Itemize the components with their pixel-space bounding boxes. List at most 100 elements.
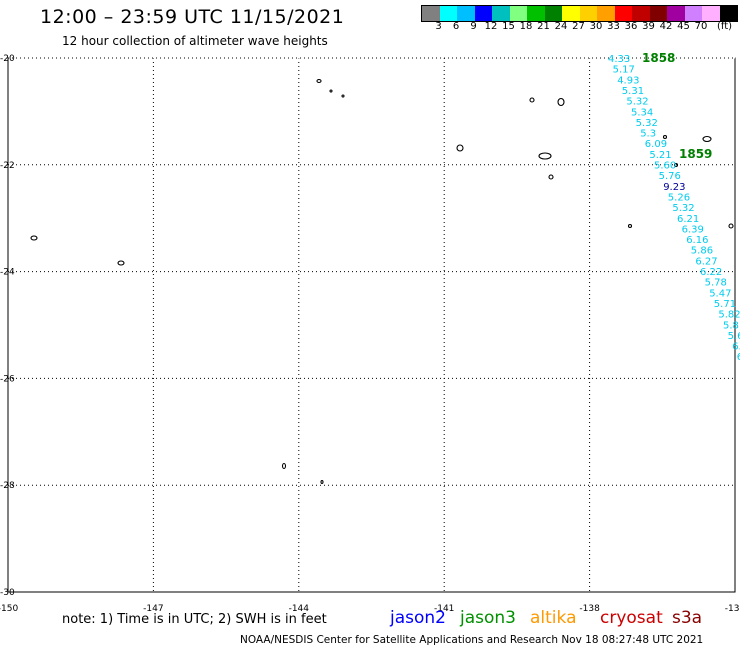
colorbar-swatch [509, 6, 527, 21]
swh-value: 4.33 [608, 54, 630, 65]
colorbar-swatch [492, 6, 510, 21]
y-tick-label: -22 [0, 161, 15, 171]
colorbar-label: 21 [537, 21, 550, 32]
island-outline [557, 97, 565, 107]
colorbar-swatch [562, 6, 580, 21]
swh-value: 5.32 [626, 97, 648, 108]
island-outline [627, 223, 633, 229]
colorbar-label: 24 [554, 21, 568, 32]
colorbar-label: 39 [642, 21, 655, 32]
y-tick-label: -20 [0, 54, 15, 64]
colorbar-swatch [614, 6, 632, 21]
colorbar-label: 45 [677, 21, 690, 32]
colorbar-label: 30 [589, 21, 603, 32]
island-outline [30, 235, 38, 241]
credit-line: NOAA/NESDIS Center for Satellite Applica… [240, 634, 704, 646]
island-outline [702, 135, 712, 143]
page-subtitle: 12 hour collection of altimeter wave hei… [62, 34, 328, 48]
colorbar-label: 15 [502, 21, 515, 32]
swh-value: 5.31 [622, 86, 644, 97]
swh-value: 4.93 [617, 75, 639, 86]
island-outline [316, 78, 322, 84]
colorbar-swatch [544, 6, 562, 21]
island-outline [320, 479, 324, 485]
swh-value: 5.62 [728, 331, 740, 342]
plot-frame [7, 57, 736, 593]
swh-value: 5.81 [723, 320, 740, 331]
legend-jason2: jason2 [390, 608, 446, 628]
swh-value: 6.0 [737, 352, 740, 363]
swh-value: 5.3 [640, 129, 656, 140]
legend-s3a: s3a [672, 608, 703, 628]
swh-value: 6.09 [645, 139, 667, 150]
island-outline [673, 162, 679, 168]
colorbar-label: 18 [519, 21, 533, 32]
y-tick-label: -28 [0, 481, 15, 491]
island-outline [662, 134, 668, 140]
colorbar-swatch [579, 6, 597, 21]
island-outline [728, 223, 734, 229]
colorbar-label: 9 [470, 21, 477, 32]
colorbar-swatch [684, 6, 702, 21]
colorbar-swatch [457, 6, 475, 21]
colorbar-label: 42 [659, 21, 673, 32]
y-tick-label: -30 [0, 588, 15, 598]
x-tick-label: -135 [725, 604, 740, 614]
swh-value: 5.21 [649, 150, 671, 161]
swh-value: 5.26 [668, 192, 690, 203]
colorbar-label: 12 [484, 21, 498, 32]
page-title: 12:00 – 23:59 UTC 11/15/2021 [40, 6, 345, 28]
swh-value: 6.22 [700, 267, 722, 278]
swh-value: 6.87 [732, 342, 740, 353]
x-tick-label: -147 [143, 604, 163, 614]
colorbar-label: 6 [452, 21, 460, 32]
island-outline [548, 174, 554, 180]
colorbar-swatch [597, 6, 615, 21]
time-mark: 1859 [679, 147, 712, 161]
x-tick-label: -138 [579, 604, 600, 614]
legend-jason3: jason3 [460, 608, 516, 628]
legend-cryosat: cryosat [600, 608, 663, 628]
swh-value: 6.27 [695, 256, 717, 267]
colorbar-label: 33 [607, 21, 620, 32]
colorbar-label: 27 [572, 21, 585, 32]
colorbar-label: (ft) [716, 21, 733, 32]
island-outline [281, 462, 287, 470]
swh-value: 6.16 [686, 235, 708, 246]
wave-height-colorbar [421, 5, 738, 22]
x-tick-label: -150 [0, 604, 18, 614]
swh-value: 5.82 [718, 310, 740, 321]
footer-note: note: 1) Time is in UTC; 2) SWH is in fe… [62, 612, 327, 627]
swh-value: 9.23 [663, 182, 685, 193]
colorbar-swatch [702, 6, 720, 21]
island-outline [529, 97, 535, 103]
swh-value: 5.78 [705, 278, 727, 289]
swh-value: 5.32 [636, 118, 658, 129]
colorbar-label: 36 [624, 21, 638, 32]
colorbar-swatch [474, 6, 492, 21]
legend-altika: altika [530, 608, 577, 628]
swh-value: 5.76 [659, 171, 681, 182]
colorbar-labels: 3 6 9 12 15 18 21 24 27 30 33 36 39 42 45 70 (ft) [421, 21, 740, 35]
island-outline [341, 94, 345, 98]
island-outline [456, 144, 464, 152]
swh-value: 6.21 [677, 214, 699, 225]
swh-value: 5.60 [654, 161, 676, 172]
swh-value: 5.34 [631, 107, 653, 118]
colorbar-swatch [527, 6, 545, 21]
colorbar-label: 70 [694, 21, 708, 32]
y-tick-label: -24 [0, 268, 15, 278]
island-outline [117, 260, 125, 266]
y-tick-label: -26 [0, 374, 15, 384]
swh-value: 5.47 [709, 288, 731, 299]
swh-value: 5.32 [672, 203, 694, 214]
x-tick-label: -141 [434, 604, 454, 614]
colorbar-swatch [719, 6, 737, 21]
island-outline [538, 152, 552, 160]
colorbar-swatch [439, 6, 457, 21]
colorbar-swatch [667, 6, 685, 21]
island-outline [329, 89, 333, 93]
swh-value: 5.17 [613, 65, 635, 76]
